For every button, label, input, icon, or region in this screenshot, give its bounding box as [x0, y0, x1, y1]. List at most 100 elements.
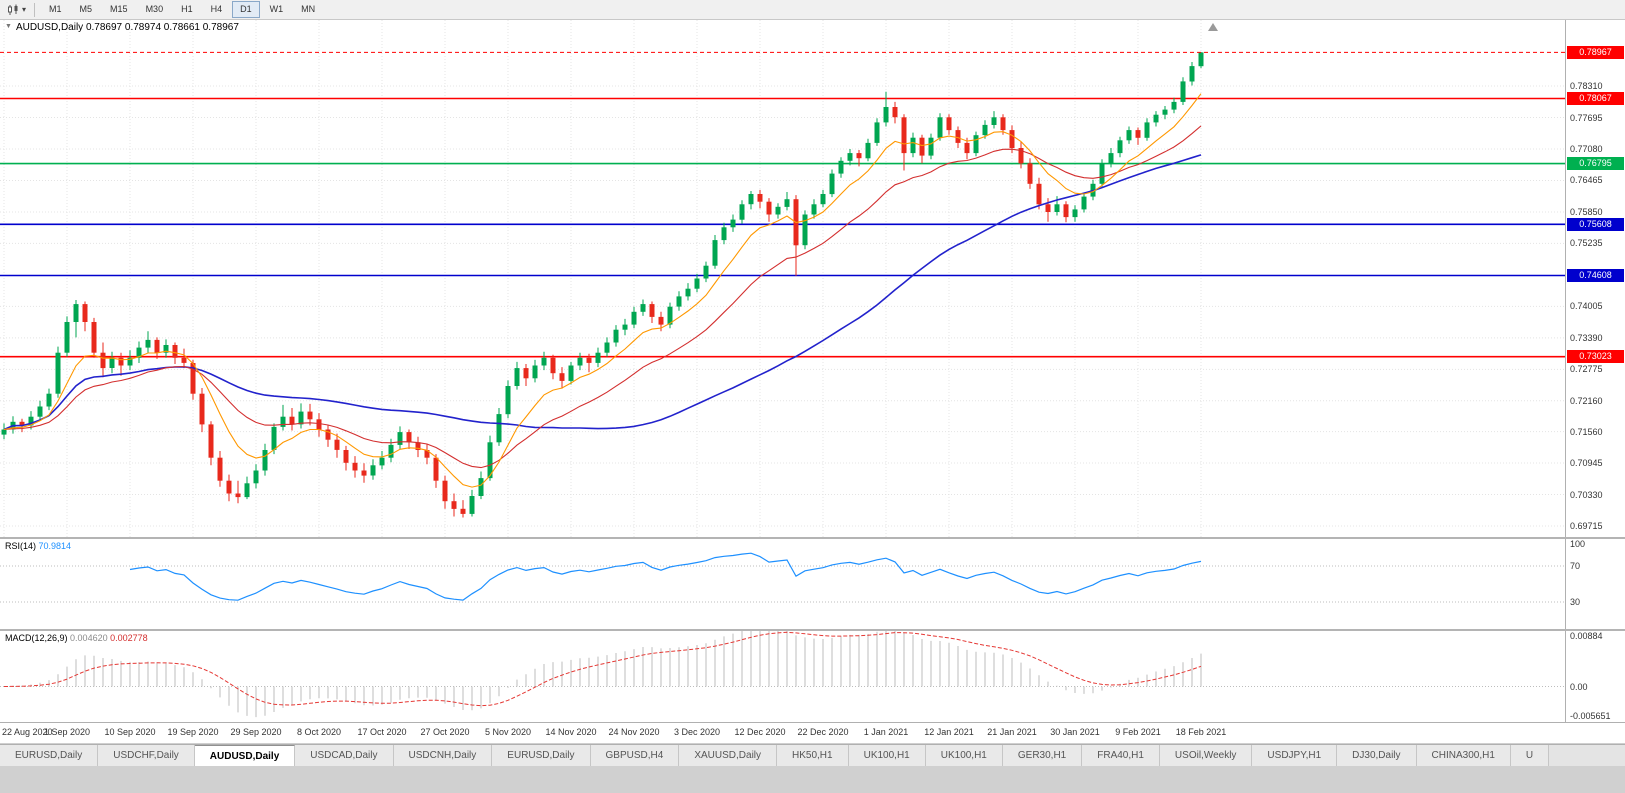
ohlc-values: 0.78697 0.78974 0.78661 0.78967	[85, 22, 239, 33]
candle	[91, 322, 97, 353]
timeframe-button-mn[interactable]: MN	[301, 4, 316, 15]
chart-tab-uk100-h1[interactable]: UK100,H1	[925, 745, 1003, 766]
candle	[694, 278, 700, 289]
time-axis[interactable]: 22 Aug 2020 1 Sep 2020 10 Sep 2020 19 Sep 2…	[0, 722, 1625, 743]
candle	[811, 204, 817, 215]
timeframe-button-d1[interactable]: D1	[232, 1, 260, 18]
chart-tab-xauusd-daily[interactable]: XAUUSD,Daily	[679, 745, 778, 766]
chart-tab-u[interactable]: U	[1510, 745, 1550, 766]
chart-tab-fra40-h1[interactable]: FRA40,H1	[1082, 745, 1160, 766]
candle	[37, 406, 43, 417]
collapse-icon[interactable]: ▼	[5, 23, 12, 30]
candle	[1009, 130, 1015, 148]
candle	[1000, 117, 1006, 131]
candle	[955, 130, 961, 143]
timeframe-button-m1[interactable]: M1	[49, 4, 62, 15]
chart-tab-dj30-daily[interactable]: DJ30,Daily	[1337, 745, 1417, 766]
candle	[217, 457, 223, 481]
macd-axis[interactable]: 0.00884 0.00 -0.005651	[1565, 631, 1625, 722]
candle	[766, 201, 772, 215]
price-tick-label: 0.75235	[1570, 238, 1603, 249]
candle	[460, 508, 466, 514]
current-price-badge: 0.78967	[1567, 45, 1624, 59]
chevron-down-icon: ▾	[22, 4, 27, 14]
chart-tab-usoil-weekly[interactable]: USOil,Weekly	[1159, 745, 1253, 766]
price-tick-label: 0.71560	[1570, 426, 1603, 437]
candle	[667, 306, 673, 325]
chart-tab-ger30-h1[interactable]: GER30,H1	[1002, 745, 1083, 766]
candle	[19, 421, 25, 426]
timeframe-button-h1[interactable]: H1	[181, 4, 193, 15]
candle	[973, 135, 979, 154]
chart-tab-usdchf-daily[interactable]: USDCHF,Daily	[98, 745, 195, 766]
candle	[1063, 204, 1069, 218]
candle	[1180, 81, 1186, 102]
price-tick-label: 0.72160	[1570, 395, 1603, 406]
main-chart-plot[interactable]	[0, 20, 1565, 537]
chart-tab-uk100-h1[interactable]: UK100,H1	[848, 745, 926, 766]
chart-tab-usdcad-daily[interactable]: USDCAD,Daily	[295, 745, 394, 766]
candle	[721, 227, 727, 241]
ma-slow-line	[3, 154, 1202, 431]
chart-tab-eurusd-daily[interactable]: EURUSD,Daily	[0, 745, 99, 766]
candle	[595, 352, 601, 363]
chart-tab-china300-h1[interactable]: CHINA300,H1	[1416, 745, 1511, 766]
candle	[406, 432, 412, 443]
candle	[685, 288, 691, 297]
chart-shift-marker	[1208, 23, 1218, 31]
candle	[1153, 114, 1159, 123]
timeframe-group: M1 M5 M15 M30 H1 H4 D1 W1 MN	[40, 1, 324, 18]
candle	[757, 194, 763, 202]
candle	[28, 416, 34, 426]
macd-signal-line	[3, 631, 1202, 707]
timeframe-button-w1[interactable]: W1	[269, 4, 284, 15]
chart-tab-audusd-daily[interactable]: AUDUSD,Daily	[194, 745, 296, 766]
ma-mid-line	[3, 125, 1202, 469]
rsi-name: RSI(14)	[5, 541, 37, 551]
candle	[937, 117, 943, 138]
candle	[325, 429, 331, 440]
candle	[361, 470, 367, 476]
date-label: 9 Feb 2021	[1115, 727, 1161, 737]
macd-plot[interactable]	[0, 631, 1565, 722]
chart-type-button[interactable]: ▾	[4, 3, 29, 17]
timeframe-button-m5[interactable]: M5	[79, 4, 93, 15]
candle	[748, 194, 754, 205]
rsi-canvas	[0, 552, 1565, 603]
candle	[514, 368, 520, 386]
candle	[856, 153, 862, 159]
price-tick-label: 0.76465	[1570, 175, 1603, 186]
candle	[577, 357, 583, 366]
candle	[163, 345, 169, 353]
candle	[991, 117, 997, 125]
chart-tab-gbpusd-h4[interactable]: GBPUSD,H4	[590, 745, 680, 766]
date-label: 19 Sep 2020	[167, 727, 219, 737]
chart-tab-hk50-h1[interactable]: HK50,H1	[777, 745, 849, 766]
candle	[946, 117, 952, 131]
timeframe-button-h4[interactable]: H4	[210, 4, 223, 15]
price-axis[interactable]: 0.78310 0.77695 0.77080 0.76465 0.75850 0.752…	[1565, 20, 1625, 537]
candle	[604, 342, 610, 353]
candle	[631, 311, 637, 325]
candle	[289, 416, 295, 425]
candle	[154, 339, 160, 353]
chart-tab-usdjpy-h1[interactable]: USDJPY,H1	[1252, 745, 1338, 766]
date-label: 21 Jan 2021	[987, 727, 1037, 737]
candle	[919, 137, 925, 156]
date-label: 14 Nov 2020	[545, 727, 597, 737]
chart-tab-usdcnh-daily[interactable]: USDCNH,Daily	[393, 745, 493, 766]
price-tick-label: 0.77695	[1570, 112, 1603, 123]
candle	[829, 173, 835, 195]
chart-tab-eurusd-daily[interactable]: EURUSD,Daily	[492, 745, 591, 766]
rsi-axis[interactable]: 100 70 30	[1565, 539, 1625, 629]
candle	[712, 240, 718, 266]
timeframe-button-m15[interactable]: M15	[110, 4, 128, 15]
candle	[622, 324, 628, 330]
macd-axis-label: -0.005651	[1570, 711, 1611, 721]
symbol-period-label: AUDUSD,Daily	[15, 22, 84, 33]
candle	[496, 414, 502, 443]
timeframe-button-m30[interactable]: M30	[145, 4, 164, 15]
candle	[523, 368, 529, 379]
rsi-plot[interactable]	[0, 539, 1565, 629]
candle	[82, 304, 88, 322]
